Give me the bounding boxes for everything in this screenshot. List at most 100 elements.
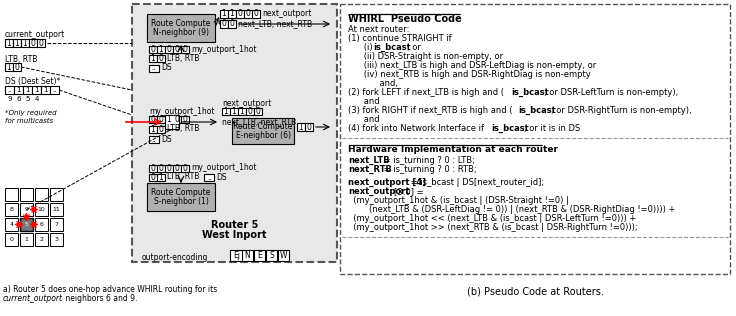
Text: Route Compute: Route Compute	[152, 19, 210, 28]
Text: 1: 1	[224, 107, 228, 116]
Bar	[147, 14, 215, 42]
Text: LTB, RTB: LTB, RTB	[5, 55, 38, 64]
Text: (my_outport_1hot << (next_LTB & (is_bcast | DSR-LeftTurn !=0))) +: (my_outport_1hot << (next_LTB & (is_bcas…	[348, 214, 636, 223]
Text: 1: 1	[299, 123, 303, 131]
Text: (my_outport_1hot >> (next_RTB & (is_bcast | DSR-RightTurn !=0)));: (my_outport_1hot >> (next_RTB & (is_bcas…	[348, 223, 637, 232]
Text: At next router:: At next router:	[348, 25, 409, 34]
Text: LTB, RTB: LTB, RTB	[167, 125, 199, 133]
Text: and: and	[348, 115, 380, 124]
Text: 0: 0	[246, 9, 250, 19]
Text: 0: 0	[222, 20, 227, 28]
Bar	[252, 10, 260, 18]
Bar	[50, 188, 63, 201]
Bar	[165, 165, 173, 172]
Bar	[149, 116, 157, 123]
Text: and: and	[348, 97, 380, 106]
Text: 4: 4	[35, 96, 39, 102]
Text: my_outport_1hot: my_outport_1hot	[149, 107, 214, 116]
Text: , or DSR-LeftTurn is non-empty),: , or DSR-LeftTurn is non-empty),	[544, 88, 679, 97]
Bar	[173, 165, 181, 172]
Text: 0: 0	[158, 115, 163, 124]
Text: 1: 1	[151, 125, 155, 134]
Text: 7: 7	[54, 222, 58, 227]
Text: ..: ..	[52, 87, 57, 93]
Text: next_outport: next_outport	[262, 9, 311, 19]
Text: 1: 1	[16, 87, 21, 93]
Bar	[132, 4, 337, 262]
Text: (my_outport_1hot & (is_bcast | (DSR-Straight !=0) |: (my_outport_1hot & (is_bcast | (DSR-Stra…	[348, 196, 569, 205]
Text: 0: 0	[238, 9, 242, 19]
Bar	[305, 123, 313, 131]
Bar	[5, 218, 18, 231]
Text: [3:0] =: [3:0] =	[394, 187, 424, 196]
Bar	[173, 116, 181, 123]
Text: 10: 10	[38, 207, 46, 212]
Text: 1: 1	[24, 237, 29, 242]
Text: , or DSR-RightTurn is non-empty),: , or DSR-RightTurn is non-empty),	[551, 106, 692, 115]
Bar	[254, 250, 265, 261]
Bar	[32, 86, 41, 94]
Text: Route Compute: Route Compute	[152, 188, 210, 197]
Text: is_bcast: is_bcast	[511, 88, 549, 97]
Text: , or it is in DS: , or it is in DS	[524, 124, 580, 133]
Text: 1: 1	[23, 39, 27, 47]
Text: 1: 1	[230, 9, 234, 19]
Text: 0: 0	[10, 237, 13, 242]
Text: (4) fork into Network Interface if: (4) fork into Network Interface if	[348, 124, 486, 133]
Text: 2: 2	[40, 237, 43, 242]
Bar	[173, 46, 181, 53]
Text: 1: 1	[7, 63, 11, 71]
Bar	[165, 46, 173, 53]
Text: (b) Pseudo Code at Routers.: (b) Pseudo Code at Routers.	[467, 287, 604, 297]
Text: 0: 0	[247, 107, 252, 116]
Bar	[149, 165, 157, 172]
Bar	[254, 108, 262, 115]
Text: 8: 8	[10, 207, 13, 212]
Bar	[23, 86, 32, 94]
Text: ..: ..	[7, 87, 12, 93]
Text: (i): (i)	[348, 43, 375, 52]
Bar	[50, 86, 59, 94]
Text: 0: 0	[151, 173, 155, 182]
Bar	[50, 218, 63, 231]
Text: (1) continue STRAIGHT if: (1) continue STRAIGHT if	[348, 34, 452, 43]
Text: 0: 0	[174, 45, 180, 54]
Bar	[14, 86, 23, 94]
Text: Router 5: Router 5	[210, 220, 258, 230]
Text: 5: 5	[25, 96, 29, 102]
Text: (iii) next_LTB is high and DSR-LeftDiag is non-empty, or: (iii) next_LTB is high and DSR-LeftDiag …	[348, 61, 596, 70]
Text: 0: 0	[230, 20, 235, 28]
Bar	[35, 188, 48, 201]
Bar	[35, 233, 48, 246]
Text: DS: DS	[161, 64, 171, 72]
Bar	[236, 10, 244, 18]
Text: my_outport_1hot: my_outport_1hot	[191, 163, 257, 173]
Text: 0: 0	[174, 164, 180, 173]
Bar	[230, 108, 238, 115]
Bar	[181, 46, 189, 53]
Bar	[157, 116, 165, 123]
Bar	[149, 46, 157, 53]
Text: 1: 1	[35, 87, 39, 93]
Bar	[37, 39, 45, 47]
Text: 0: 0	[31, 39, 35, 47]
Bar	[266, 250, 277, 261]
Text: 0: 0	[183, 115, 188, 124]
Bar	[5, 188, 18, 201]
Text: DS (Dest Set)*: DS (Dest Set)*	[5, 77, 60, 86]
Text: N-neighbor (9): N-neighbor (9)	[153, 28, 209, 37]
Text: 0: 0	[254, 9, 258, 19]
Bar	[35, 203, 48, 216]
Bar	[41, 86, 50, 94]
Bar	[5, 63, 13, 71]
Bar	[181, 116, 189, 123]
Text: Ej: Ej	[233, 251, 241, 260]
Text: 6: 6	[40, 222, 43, 227]
Bar	[232, 118, 294, 144]
Text: West Inport: West Inport	[202, 230, 266, 240]
Bar	[340, 4, 730, 274]
Text: my_outport_1hot: my_outport_1hot	[191, 45, 257, 53]
Bar	[228, 10, 236, 18]
Text: 0: 0	[255, 107, 261, 116]
Bar	[20, 233, 33, 246]
